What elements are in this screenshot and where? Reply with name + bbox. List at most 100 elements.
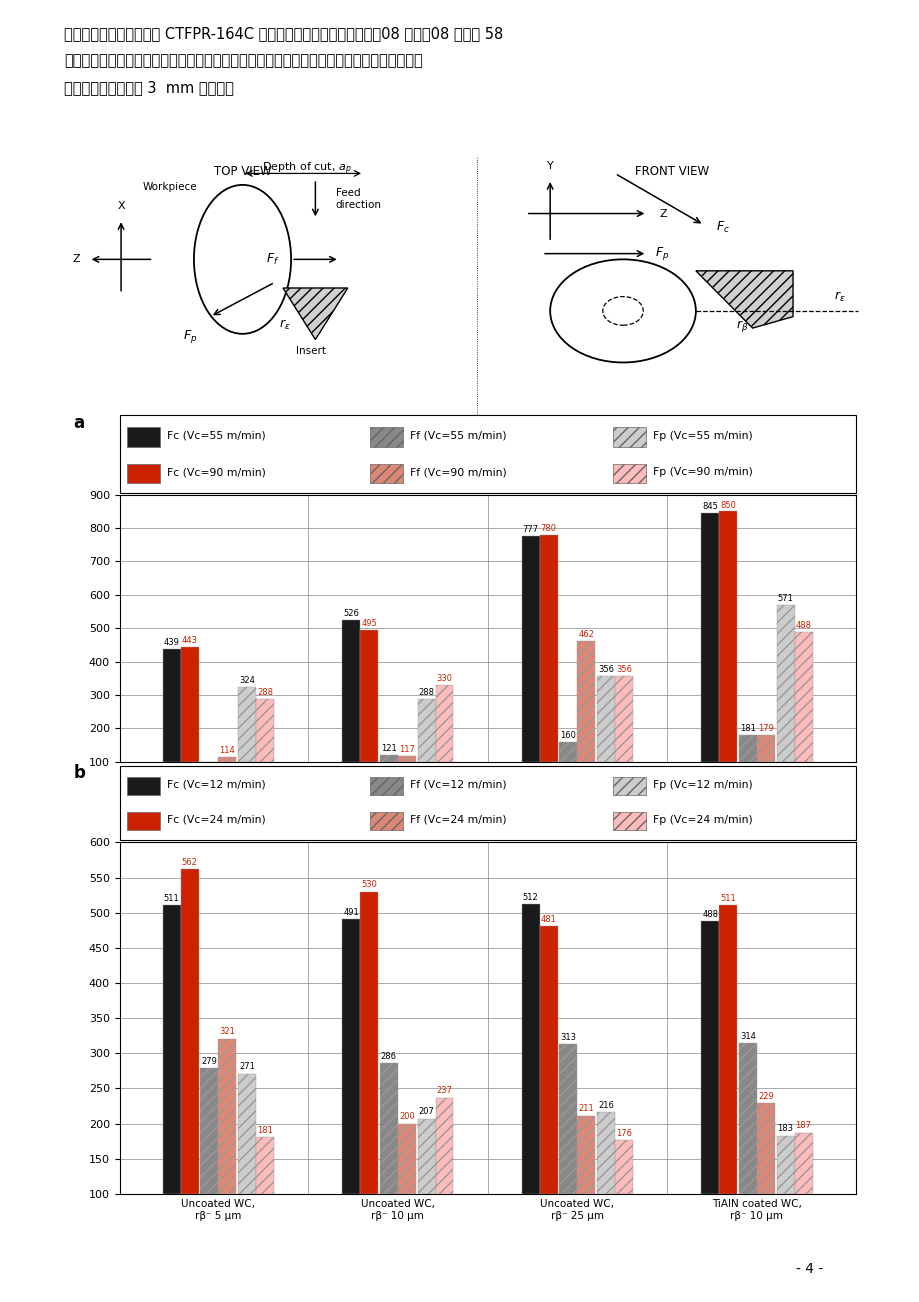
Bar	[342, 620, 359, 762]
Text: TOP VIEW: TOP VIEW	[213, 165, 271, 178]
Text: 211: 211	[578, 1104, 594, 1113]
Bar	[369, 811, 403, 831]
Bar	[577, 1116, 595, 1194]
Bar	[559, 742, 577, 762]
Bar	[397, 1124, 415, 1194]
Text: $r_\beta$: $r_\beta$	[735, 318, 748, 335]
Text: 777: 777	[522, 525, 539, 534]
Bar	[218, 1039, 236, 1194]
Text: 850: 850	[720, 500, 735, 509]
Bar	[218, 756, 236, 762]
Bar	[238, 1074, 255, 1194]
Bar	[342, 919, 359, 1194]
Polygon shape	[695, 271, 792, 328]
Text: 571: 571	[777, 594, 793, 603]
Bar	[756, 1103, 774, 1194]
Text: Fp (Vc=55 m/min): Fp (Vc=55 m/min)	[652, 431, 752, 440]
Text: Depth of cut, $a_p$: Depth of cut, $a_p$	[262, 161, 352, 177]
Text: 488: 488	[795, 621, 811, 630]
Text: 179: 179	[757, 724, 773, 733]
Text: Fc (Vc=24 m/min): Fc (Vc=24 m/min)	[167, 815, 266, 824]
Bar	[615, 1141, 632, 1194]
Text: 562: 562	[181, 858, 198, 867]
Text: Fp (Vc=24 m/min): Fp (Vc=24 m/min)	[652, 815, 752, 824]
Bar	[559, 1044, 577, 1194]
Bar	[596, 1112, 615, 1194]
Text: 356: 356	[616, 665, 631, 674]
Text: Z: Z	[73, 254, 80, 264]
Text: 11: 11	[204, 780, 214, 789]
Text: $F_f$: $F_f$	[266, 251, 278, 267]
Bar	[700, 921, 719, 1194]
Text: Y: Y	[546, 160, 553, 171]
Bar	[435, 685, 453, 762]
Bar	[127, 777, 160, 796]
Bar	[255, 699, 274, 762]
Text: 279: 279	[201, 1057, 217, 1065]
Bar	[612, 777, 645, 796]
Bar	[417, 699, 435, 762]
Bar	[776, 1135, 794, 1194]
Bar	[380, 1064, 397, 1194]
Text: $F_c$: $F_c$	[715, 220, 729, 236]
Text: 324: 324	[239, 676, 255, 685]
Bar	[612, 427, 645, 447]
Text: 439: 439	[164, 638, 179, 647]
Bar	[255, 1137, 274, 1194]
Text: $r_\varepsilon$: $r_\varepsilon$	[833, 289, 845, 303]
Text: Feed
direction: Feed direction	[335, 189, 381, 210]
Bar	[719, 512, 736, 762]
Text: 288: 288	[418, 687, 434, 697]
Bar	[539, 535, 557, 762]
Bar	[359, 892, 378, 1194]
Text: X: X	[117, 201, 125, 211]
Text: 图 1    端面车削实验配置: 图 1 端面车削实验配置	[414, 458, 524, 474]
Bar	[163, 905, 180, 1194]
Text: 443: 443	[181, 637, 198, 646]
Text: 313: 313	[560, 1032, 576, 1042]
Text: 512: 512	[522, 893, 538, 902]
Text: Ff (Vc=12 m/min): Ff (Vc=12 m/min)	[410, 780, 506, 790]
Bar	[756, 736, 774, 762]
FancyBboxPatch shape	[119, 766, 855, 840]
Text: 462: 462	[578, 630, 594, 639]
Text: b: b	[74, 764, 85, 783]
Bar	[180, 647, 199, 762]
Bar	[612, 464, 645, 483]
Text: 321: 321	[219, 1027, 235, 1036]
Text: 530: 530	[361, 880, 377, 889]
Text: Ff (Vc=90 m/min): Ff (Vc=90 m/min)	[410, 467, 506, 478]
Text: Insert: Insert	[296, 346, 326, 355]
Text: - 4 -: - 4 -	[795, 1263, 823, 1276]
Text: 511: 511	[164, 893, 179, 902]
Text: 207: 207	[418, 1107, 434, 1116]
Bar	[700, 513, 719, 762]
Bar	[596, 676, 615, 762]
Text: $F_p$: $F_p$	[183, 328, 197, 345]
Text: 511: 511	[720, 893, 735, 902]
Bar	[738, 1043, 756, 1194]
Bar	[380, 755, 397, 762]
Bar	[180, 870, 199, 1194]
Bar	[776, 604, 794, 762]
Text: 845: 845	[701, 503, 718, 512]
Text: 183: 183	[777, 1124, 793, 1133]
Text: 右。该刀片被安装在一个 CTFPR-164C 的右侧刀柄上，并且能够提供，08 领先、08 侧耒和 58
回前角。两个或三个轨道使用不同的切削条件加工的面。在每: 右。该刀片被安装在一个 CTFPR-164C 的右侧刀柄上，并且能够提供，08 …	[64, 26, 503, 95]
Text: 229: 229	[757, 1092, 773, 1100]
Text: Ff (Vc=24 m/min): Ff (Vc=24 m/min)	[410, 815, 506, 824]
Bar	[397, 756, 415, 762]
Bar	[521, 536, 539, 762]
Text: Fc (Vc=90 m/min): Fc (Vc=90 m/min)	[167, 467, 266, 478]
Bar	[719, 905, 736, 1194]
Bar	[369, 777, 403, 796]
Text: 488: 488	[701, 910, 718, 919]
Text: FRONT VIEW: FRONT VIEW	[634, 165, 708, 178]
Polygon shape	[283, 288, 347, 340]
Bar	[238, 687, 255, 762]
Text: Fp (Vc=12 m/min): Fp (Vc=12 m/min)	[652, 780, 752, 790]
Text: 780: 780	[540, 523, 556, 533]
Text: 288: 288	[256, 687, 273, 697]
Text: Fp (Vc=90 m/min): Fp (Vc=90 m/min)	[652, 467, 753, 478]
Bar	[200, 1068, 218, 1194]
Bar	[738, 734, 756, 762]
